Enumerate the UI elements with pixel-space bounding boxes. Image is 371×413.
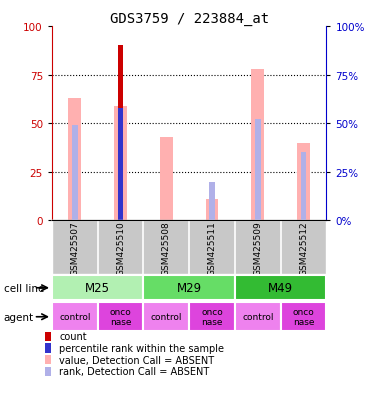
Bar: [235, 303, 281, 331]
Bar: [68, 99, 81, 221]
Text: control: control: [59, 313, 91, 321]
Text: GSM425509: GSM425509: [253, 221, 262, 275]
Bar: [235, 276, 326, 300]
Bar: [206, 199, 219, 221]
Bar: [281, 303, 326, 331]
Text: onco
nase: onco nase: [201, 307, 223, 327]
Bar: [160, 138, 173, 221]
Bar: [144, 276, 235, 300]
Bar: [255, 120, 260, 221]
Text: agent: agent: [4, 312, 34, 322]
Text: onco
nase: onco nase: [293, 307, 315, 327]
Bar: [209, 182, 215, 221]
Text: cell line: cell line: [4, 283, 44, 293]
Text: GSM425510: GSM425510: [116, 221, 125, 275]
Bar: [252, 69, 264, 221]
Text: GSM425508: GSM425508: [162, 221, 171, 275]
Text: percentile rank within the sample: percentile rank within the sample: [59, 343, 224, 353]
Text: control: control: [242, 313, 273, 321]
Bar: [72, 126, 78, 221]
Text: value, Detection Call = ABSENT: value, Detection Call = ABSENT: [59, 355, 214, 365]
Bar: [301, 153, 306, 221]
Bar: [118, 46, 123, 221]
Bar: [189, 303, 235, 331]
Bar: [297, 143, 310, 221]
Text: count: count: [59, 332, 87, 342]
Text: M49: M49: [268, 282, 293, 294]
Text: GSM425507: GSM425507: [70, 221, 79, 275]
Text: M25: M25: [85, 282, 110, 294]
Text: control: control: [151, 313, 182, 321]
Bar: [114, 107, 127, 221]
Title: GDS3759 / 223884_at: GDS3759 / 223884_at: [110, 12, 269, 26]
Bar: [52, 276, 144, 300]
Bar: [144, 303, 189, 331]
Text: GSM425512: GSM425512: [299, 221, 308, 275]
Text: rank, Detection Call = ABSENT: rank, Detection Call = ABSENT: [59, 366, 210, 376]
Text: M29: M29: [177, 282, 202, 294]
Bar: [52, 303, 98, 331]
Text: onco
nase: onco nase: [110, 307, 131, 327]
Bar: [118, 108, 123, 221]
Bar: [98, 303, 144, 331]
Text: GSM425511: GSM425511: [208, 221, 217, 275]
